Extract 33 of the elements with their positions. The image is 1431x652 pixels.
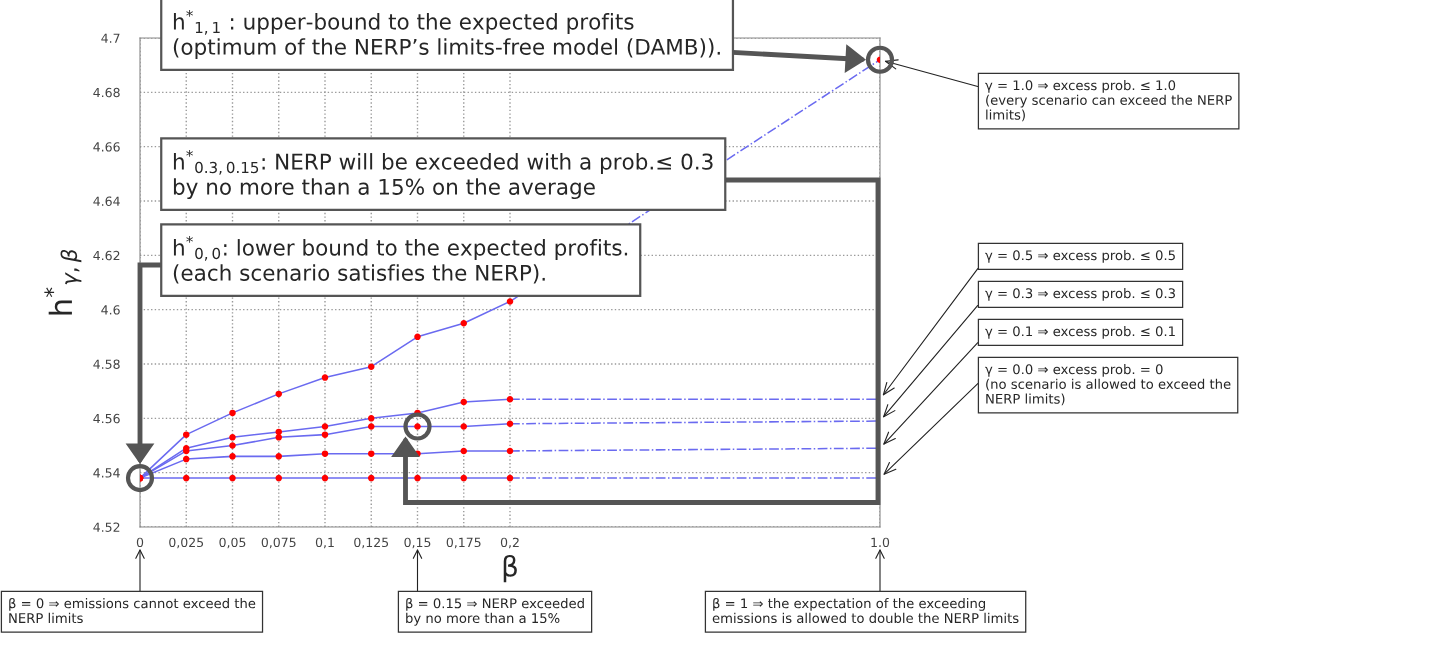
annotation: γ = 0.1 ⇒ excess prob. ≤ 0.1 [985,326,1175,339]
x-tick-label: 0,1 [315,537,334,549]
text: β = 0 ⇒ emissions cannot exceed the NERP limits [9,598,256,624]
y-tick-label: 4.64 [93,196,120,206]
annotation: h$^{*}$$_{0,0}$: lower bound to the expected profits. (each scenario satisfies the NERP). [173,236,628,284]
y-tick-label: 4.62 [93,250,120,261]
y-tick-label: 4.52 [93,522,120,532]
y-axis-title: h$^{*}$$_{γ,β}$ [44,249,82,315]
y-tick-label: 4.6 [101,305,120,315]
x-tick-label: 0,125 [354,537,389,549]
y-tick-label: 4.54 [93,468,120,478]
y-tick-label: 4.58 [93,359,120,369]
x-axis-title: β [503,555,517,583]
y-tick-label: 4.66 [93,142,120,152]
x-tick-label: 0,05 [219,537,246,549]
annotation: γ = 0.5 ⇒ excess prob. ≤ 0.5 [985,250,1175,263]
annotation: γ = 0.3 ⇒ excess prob. ≤ 0.3 [985,288,1175,301]
y-tick-label: 4.7 [101,33,120,43]
x-tick-label: 0,175 [446,537,481,549]
x-tick-label: 0,075 [261,537,296,549]
x-tick-label: 0 [136,537,144,548]
annotation: γ = 0.0 ⇒ excess prob. = 0 (no scenario is allowed to exceed the NERP limits) [985,364,1231,406]
x-tick-label: 1.0 [871,537,890,548]
text: β = 0.15 ⇒ NERP exceeded by no more than a 15% [406,598,584,626]
text: β = 1 ⇒ the expectation of the exceeding emissions is allowed to double the NERP limits [712,598,1019,624]
x-tick-label: 0,025 [169,537,204,549]
x-tick-label: 0,15 [404,537,431,549]
annotation: h$^{*}$$_{1,1}$ : upper-bound to the expected profits (optimum of the NERP’s limits-free model (DAMB)). [173,10,720,60]
annotation: γ = 1.0 ⇒ excess prob. ≤ 1.0 (every scenario can exceed the NERP limits) [985,80,1232,122]
annotation: h$^{*}$$_{0.3,0.15}$: NERP will be exceeded with a prob.≤ 0.3 by no more than a 15% on the average [173,150,713,200]
y-tick-label: 4.68 [93,87,120,98]
y-tick-label: 4.56 [93,413,120,424]
x-tick-label: 0,2 [500,537,519,549]
